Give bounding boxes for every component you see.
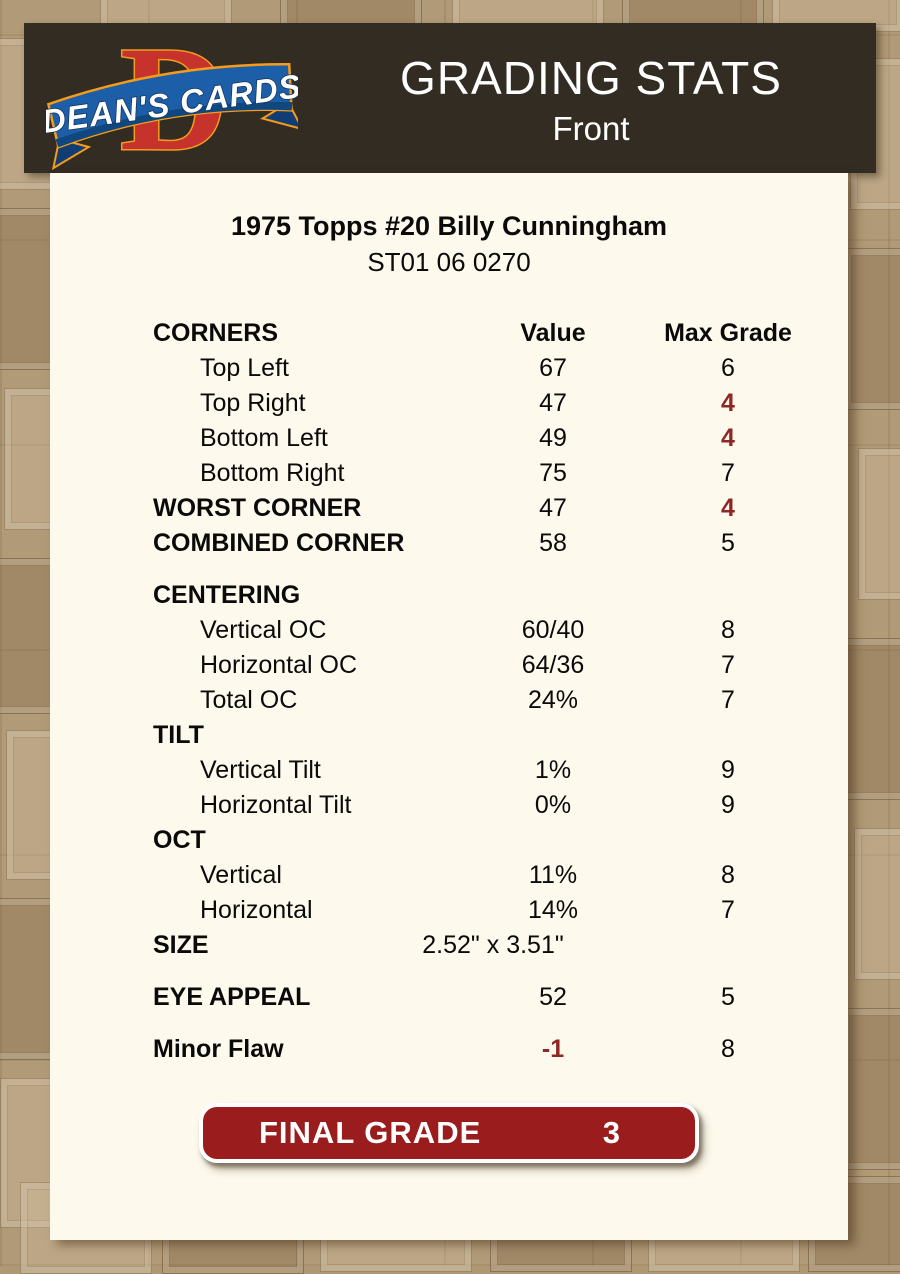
row-label: CENTERING	[153, 581, 301, 609]
row-label: CORNERS	[153, 319, 279, 347]
row-label: Horizontal Tilt	[200, 791, 352, 819]
row-label: Total OC	[200, 686, 298, 714]
table-spacer	[153, 1015, 848, 1032]
table-row: Top Left 67 6	[153, 351, 848, 386]
row-value: 49	[539, 424, 567, 452]
row-value: 60/40	[521, 616, 585, 644]
row-value: 52	[539, 983, 567, 1011]
deans-cards-logo: D DEAN'S CARDS	[39, 15, 305, 184]
table-row: Horizontal OC 64/36 7	[153, 648, 848, 683]
table-row: SIZE 2.52" x 3.51"	[153, 928, 848, 963]
row-label: OCT	[153, 826, 206, 854]
page-subtitle: Front	[552, 110, 630, 147]
row-value: 1%	[534, 756, 572, 784]
table-row: Total OC 24% 7	[153, 683, 848, 718]
table-row: Bottom Left 49 4	[153, 421, 848, 456]
row-label: Vertical	[200, 861, 282, 889]
row-max-grade: 5	[721, 529, 735, 557]
row-value: 75	[539, 459, 567, 487]
row-label: Vertical OC	[200, 616, 327, 644]
row-max-grade: 8	[721, 616, 735, 644]
row-value: 14%	[527, 896, 579, 924]
table-spacer	[153, 963, 848, 980]
row-max-grade: 4	[721, 424, 735, 452]
row-max-grade: 9	[721, 791, 735, 819]
table-row: Vertical OC 60/40 8	[153, 613, 848, 648]
table-row: Minor Flaw -1 8	[153, 1032, 848, 1067]
table-row: Horizontal Tilt 0% 9	[153, 788, 848, 823]
row-value: 47	[539, 389, 567, 417]
row-label: Bottom Right	[200, 459, 345, 487]
row-value: 64/36	[521, 651, 585, 679]
table-row: OCT	[153, 823, 848, 858]
row-max-grade: 8	[721, 861, 735, 889]
background-card-tile	[842, 1008, 900, 1170]
table-row: CENTERING	[153, 578, 848, 613]
background-card-tile	[854, 828, 900, 980]
table-spacer	[153, 561, 848, 578]
row-max-grade: 8	[721, 1035, 735, 1063]
final-grade-label: FINAL GRADE	[259, 1115, 482, 1150]
row-max-grade: 4	[721, 494, 735, 522]
row-value: 47	[539, 494, 567, 522]
header-bar: D DEAN'S CARDS GRADING STATS Front	[24, 15, 876, 184]
table-row: COMBINED CORNER 58 5	[153, 526, 848, 561]
table-row: Bottom Right 75 7	[153, 456, 848, 491]
max-grade-column-header: Max Grade	[664, 319, 792, 347]
table-row: TILT	[153, 718, 848, 753]
row-max-grade: 7	[721, 459, 735, 487]
row-value: 0%	[534, 791, 572, 819]
row-value: 67	[539, 354, 567, 382]
row-value: 58	[539, 529, 567, 557]
table-row: Top Right 47 4	[153, 386, 848, 421]
grading-stats-table: CORNERS Value Max Grade Top Left 67 6 Top Righ…	[153, 316, 848, 1067]
page-title: GRADING STATS	[400, 52, 782, 104]
row-value: -1	[541, 1035, 565, 1063]
header-text: GRADING STATS Front	[324, 23, 858, 173]
final-grade-value: 3	[602, 1115, 621, 1150]
row-value: 24%	[527, 686, 579, 714]
row-max-grade: 6	[721, 354, 735, 382]
row-max-grade: 9	[721, 756, 735, 784]
table-row: WORST CORNER 47 4	[153, 491, 848, 526]
row-label: COMBINED CORNER	[153, 529, 405, 557]
table-row: CORNERS Value Max Grade	[153, 316, 848, 351]
row-label: Top Right	[200, 389, 306, 417]
table-row: Vertical 11% 8	[153, 858, 848, 893]
row-label: TILT	[153, 721, 204, 749]
row-label: EYE APPEAL	[153, 983, 311, 1011]
row-label: Horizontal	[200, 896, 313, 924]
table-row: Horizontal 14% 7	[153, 893, 848, 928]
row-label: SIZE	[153, 931, 209, 959]
background-card-tile	[844, 248, 900, 410]
row-label: Top Left	[200, 354, 289, 382]
row-max-grade: 7	[721, 651, 735, 679]
card-title: 1975 Topps #20 Billy Cunningham	[230, 211, 668, 241]
background-card-tile	[840, 638, 900, 800]
deans-cards-logo-icon: D DEAN'S CARDS	[39, 15, 305, 184]
row-label: Vertical Tilt	[200, 756, 321, 784]
row-label: Bottom Left	[200, 424, 328, 452]
background-card-tile	[858, 448, 900, 600]
table-row: Vertical Tilt 1% 9	[153, 753, 848, 788]
final-grade-badge: FINAL GRADE 3	[199, 1103, 699, 1163]
table-row: EYE APPEAL 52 5	[153, 980, 848, 1015]
value-column-header: Value	[520, 319, 586, 347]
row-value: 2.52" x 3.51"	[422, 931, 564, 959]
stats-panel: 1975 Topps #20 Billy Cunningham ST01 06 …	[50, 173, 848, 1240]
row-max-grade: 5	[721, 983, 735, 1011]
row-max-grade: 7	[721, 896, 735, 924]
row-max-grade: 7	[721, 686, 735, 714]
card-serial-number: ST01 06 0270	[367, 247, 531, 277]
row-value: 11%	[528, 861, 578, 889]
row-label: Horizontal OC	[200, 651, 357, 679]
row-label: WORST CORNER	[153, 494, 362, 522]
row-max-grade: 4	[721, 389, 735, 417]
row-label: Minor Flaw	[153, 1035, 284, 1063]
